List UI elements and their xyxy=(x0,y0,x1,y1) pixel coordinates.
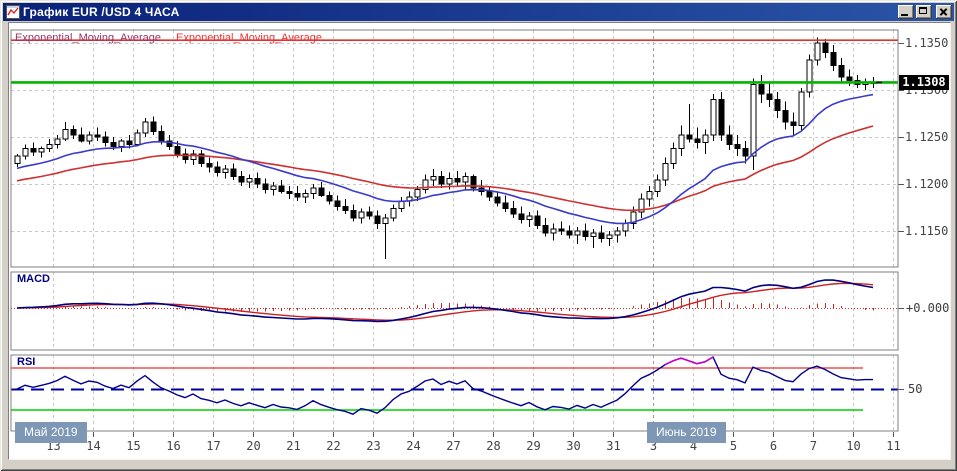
x-axis-label: 15 xyxy=(126,439,140,453)
x-axis-label: 30 xyxy=(566,439,580,453)
x-axis-label: 4 xyxy=(690,439,697,453)
x-axis-label: 16 xyxy=(166,439,180,453)
x-axis-label: 6 xyxy=(770,439,777,453)
x-axis-label: 22 xyxy=(326,439,340,453)
x-axis-label: 11 xyxy=(886,439,900,453)
chart-client-area: 13 14 15 16 17 20 21 22 23 24 27 28 29 30 31 3 4 5 6 7 10 11 1… xyxy=(8,22,951,460)
price-axis-label: 1.1150 xyxy=(905,224,948,238)
close-icon xyxy=(936,5,952,19)
macd-panel[interactable] xyxy=(11,272,898,350)
maximize-button[interactable] xyxy=(916,5,932,19)
price-chart-panel[interactable] xyxy=(11,30,898,267)
x-axis-label: 7 xyxy=(810,439,817,453)
x-axis-label: 10 xyxy=(846,439,860,453)
x-axis-label: 3 xyxy=(650,439,657,453)
window-title: График EUR /USD 4 ЧАСА xyxy=(23,5,180,19)
x-axis-label: 24 xyxy=(406,439,420,453)
rsi-panel[interactable] xyxy=(11,355,898,431)
minimize-icon xyxy=(901,14,908,16)
x-axis-label: 17 xyxy=(206,439,220,453)
chart-canvas: 13 14 15 16 17 20 21 22 23 24 27 28 29 30 31 3 4 5 6 7 10 11 1… xyxy=(10,29,948,453)
price-axis-label: 1.1250 xyxy=(905,130,948,144)
chart-app-icon[interactable] xyxy=(6,5,20,19)
axes: 13 14 15 16 17 20 21 22 23 24 27 28 29 30 31 3 4 5 6 7 10 11 1… xyxy=(10,29,948,453)
x-axis-label: 20 xyxy=(246,439,260,453)
price-axis-label: 1.1350 xyxy=(905,36,948,50)
x-axis-label: 28 xyxy=(486,439,500,453)
close-button[interactable] xyxy=(936,5,952,19)
price-axis-label: 1.1300 xyxy=(905,83,948,97)
x-axis-label: 31 xyxy=(606,439,620,453)
x-axis-label: 29 xyxy=(526,439,540,453)
price-axis-label: 1.1200 xyxy=(905,177,948,191)
x-axis-label: 13 xyxy=(46,439,60,453)
x-axis-label: 5 xyxy=(730,439,737,453)
minimize-button[interactable] xyxy=(898,5,914,19)
x-axis-label: 14 xyxy=(86,439,100,453)
x-axis-label: 23 xyxy=(366,439,380,453)
x-axis-label: 27 xyxy=(446,439,460,453)
x-axis-label: 21 xyxy=(286,439,300,453)
title-bar[interactable]: График EUR /USD 4 ЧАСА xyxy=(3,3,954,21)
maximize-icon xyxy=(919,7,927,14)
